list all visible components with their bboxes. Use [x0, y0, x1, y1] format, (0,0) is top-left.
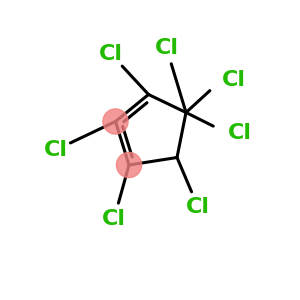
Circle shape [103, 109, 128, 134]
Text: Cl: Cl [44, 140, 68, 160]
Text: Cl: Cl [154, 38, 178, 58]
Text: Cl: Cl [99, 44, 123, 64]
Text: Cl: Cl [186, 197, 210, 217]
Text: Cl: Cl [228, 124, 252, 143]
Text: Cl: Cl [102, 209, 126, 229]
Circle shape [116, 152, 142, 178]
Text: Cl: Cl [222, 70, 246, 89]
